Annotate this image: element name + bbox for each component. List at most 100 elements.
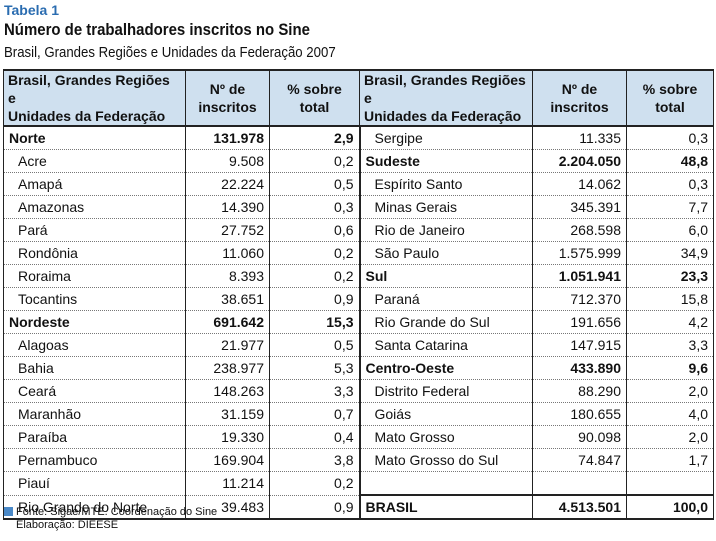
left-count-cell: 19.330 — [185, 425, 270, 449]
right-count-cell: 1.575.999 — [532, 241, 627, 265]
right-pct-cell: 15,8 — [626, 287, 714, 311]
right-count-cell: 268.598 — [532, 218, 627, 242]
left-pct-cell: 0,2 — [269, 149, 360, 173]
table-row: Bahia 238.977 5,3 Centro-Oeste 433.890 9,6 — [3, 356, 714, 380]
footer-square-icon — [4, 507, 13, 516]
right-pct-cell: 9,6 — [626, 356, 714, 380]
right-pct-cell: 2,0 — [626, 379, 714, 403]
left-pct-cell: 0,4 — [269, 425, 360, 449]
left-count-cell: 27.752 — [185, 218, 270, 242]
left-count-cell: 169.904 — [185, 448, 270, 472]
left-pct-cell: 3,8 — [269, 448, 360, 472]
right-count-cell — [532, 471, 627, 496]
right-count-cell: 433.890 — [532, 356, 627, 380]
table-row: Rondônia 11.060 0,2 São Paulo 1.575.999 34,9 — [3, 241, 714, 265]
left-count-cell: 11.060 — [185, 241, 270, 265]
right-name-cell: Sul — [358, 264, 533, 288]
left-pct-cell: 0,9 — [269, 287, 360, 311]
table-row: Paraíba 19.330 0,4 Mato Grosso 90.098 2,0 — [3, 425, 714, 449]
left-pct-cell: 0,2 — [269, 471, 360, 496]
left-name-cell: Ceará — [3, 379, 186, 403]
left-count-cell: 38.651 — [185, 287, 270, 311]
right-pct-cell: 4,2 — [626, 310, 714, 334]
footer-elaboration: Elaboração: DIEESE — [16, 519, 119, 531]
right-pct-cell: 4,0 — [626, 402, 714, 426]
left-name-cell: Amapá — [3, 172, 186, 196]
table-row: Alagoas 21.977 0,5 Santa Catarina 147.915 3,3 — [3, 333, 714, 357]
left-count-cell: 9.508 — [185, 149, 270, 173]
table-row: Pará 27.752 0,6 Rio de Janeiro 268.598 6,0 — [3, 218, 714, 242]
left-pct-cell: 0,7 — [269, 402, 360, 426]
left-name-cell: Acre — [3, 149, 186, 173]
table-row: Rio Grande do Norte 39.483 0,9 BRASIL 4.513.… — [3, 494, 714, 520]
right-count-cell: 345.391 — [532, 195, 627, 219]
table-row: Ceará 148.263 3,3 Distrito Federal 88.290 2,0 — [3, 379, 714, 403]
table-row: Norte 131.978 2,9 Sergipe 11.335 0,3 — [3, 126, 714, 150]
header-row: Brasil, Grandes Regiões e Unidades da Fed… — [3, 69, 714, 127]
left-name-cell: Norte — [3, 126, 186, 150]
table-label: Tabela 1 — [4, 2, 59, 18]
left-pct-cell: 0,2 — [269, 264, 360, 288]
header-pct-left: % sobre total — [269, 69, 360, 127]
right-name-cell: Goiás — [358, 402, 533, 426]
right-pct-cell: 3,3 — [626, 333, 714, 357]
left-pct-cell: 0,9 — [269, 495, 360, 520]
header-region-left: Brasil, Grandes Regiões e Unidades da Fed… — [3, 69, 186, 127]
table-title: Número de trabalhadores inscritos no Sin… — [4, 20, 310, 39]
left-pct-cell: 2,9 — [269, 126, 360, 150]
right-name-cell: Rio de Janeiro — [358, 218, 533, 242]
left-pct-cell: 0,5 — [269, 333, 360, 357]
right-name-cell: Santa Catarina — [358, 333, 533, 357]
right-count-cell: 712.370 — [532, 287, 627, 311]
right-name-cell: Distrito Federal — [358, 379, 533, 403]
right-name-cell: Mato Grosso — [358, 425, 533, 449]
right-name-cell: São Paulo — [358, 241, 533, 265]
left-name-cell: Rondônia — [3, 241, 186, 265]
header-region-right: Brasil, Grandes Regiões e Unidades da Fed… — [359, 69, 533, 127]
left-name-cell: Piauí — [3, 471, 186, 496]
left-name-cell: Maranhão — [3, 402, 186, 426]
right-name-cell: Minas Gerais — [358, 195, 533, 219]
left-count-cell: 22.224 — [185, 172, 270, 196]
left-pct-cell: 3,3 — [269, 379, 360, 403]
right-name-cell: BRASIL — [358, 494, 533, 520]
right-pct-cell: 23,3 — [626, 264, 714, 288]
right-count-cell: 2.204.050 — [532, 149, 627, 173]
left-name-cell: Rio Grande do Norte — [3, 495, 186, 520]
left-name-cell: Pernambuco — [3, 448, 186, 472]
left-pct-cell: 15,3 — [269, 310, 360, 334]
footer-source: Fonte: Sigae/MTE. Coordenação do Sine — [4, 506, 217, 518]
left-name-cell: Amazonas — [3, 195, 186, 219]
left-count-cell: 11.214 — [185, 471, 270, 496]
left-pct-cell: 0,2 — [269, 241, 360, 265]
left-name-cell: Nordeste — [3, 310, 186, 334]
table-subtitle: Brasil, Grandes Regiões e Unidades da Fe… — [4, 44, 336, 61]
right-pct-cell: 7,7 — [626, 195, 714, 219]
right-pct-cell: 6,0 — [626, 218, 714, 242]
left-count-cell: 8.393 — [185, 264, 270, 288]
right-pct-cell: 2,0 — [626, 425, 714, 449]
right-count-cell: 191.656 — [532, 310, 627, 334]
right-pct-cell: 48,8 — [626, 149, 714, 173]
header-count-left: Nº de inscritos — [185, 69, 270, 127]
table-row: Amazonas 14.390 0,3 Minas Gerais 345.391 7,7 — [3, 195, 714, 219]
table-row: Pernambuco 169.904 3,8 Mato Grosso do Sul 74… — [3, 448, 714, 472]
right-count-cell: 1.051.941 — [532, 264, 627, 288]
right-count-cell: 74.847 — [532, 448, 627, 472]
data-table: Brasil, Grandes Regiões e Unidades da Fed… — [3, 69, 714, 520]
right-name-cell: Sudeste — [358, 149, 533, 173]
left-name-cell: Roraima — [3, 264, 186, 288]
right-name-cell: Espírito Santo — [358, 172, 533, 196]
right-count-cell: 180.655 — [532, 402, 627, 426]
table-row: Nordeste 691.642 15,3 Rio Grande do Sul 191.… — [3, 310, 714, 334]
table-row: Roraima 8.393 0,2 Sul 1.051.941 23,3 — [3, 264, 714, 288]
right-count-cell: 4.513.501 — [532, 494, 627, 520]
left-count-cell: 131.978 — [185, 126, 270, 150]
right-name-cell — [358, 471, 533, 496]
right-count-cell: 90.098 — [532, 425, 627, 449]
table-row: Tocantins 38.651 0,9 Paraná 712.370 15,8 — [3, 287, 714, 311]
left-count-cell: 148.263 — [185, 379, 270, 403]
left-count-cell: 39.483 — [185, 495, 270, 520]
table-row: Piauí 11.214 0,2 — [3, 471, 714, 496]
right-pct-cell: 1,7 — [626, 448, 714, 472]
